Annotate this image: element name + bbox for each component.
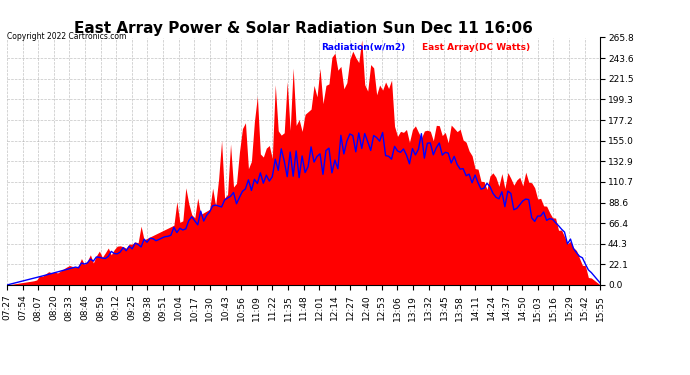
Text: East Array(DC Watts): East Array(DC Watts) — [422, 43, 531, 52]
Title: East Array Power & Solar Radiation Sun Dec 11 16:06: East Array Power & Solar Radiation Sun D… — [74, 21, 533, 36]
Text: Radiation(w/m2): Radiation(w/m2) — [322, 43, 406, 52]
Text: Copyright 2022 Cartronics.com: Copyright 2022 Cartronics.com — [7, 32, 126, 41]
